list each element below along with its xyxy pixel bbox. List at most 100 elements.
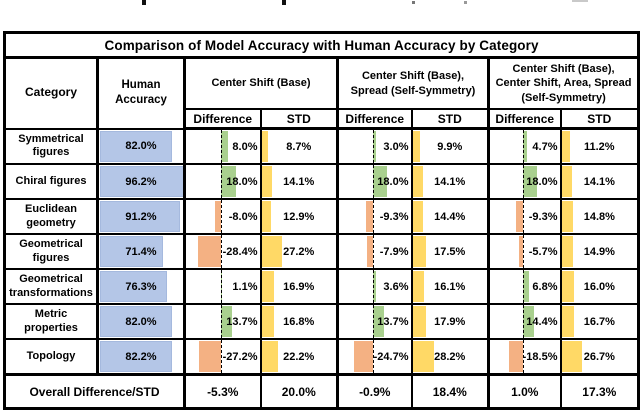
std-cell: 16.0% [559, 268, 640, 305]
header-group-spread-self-symmetry: Center Shift (Base), Spread (Self-Symmet… [336, 56, 490, 110]
std-bar [562, 201, 573, 232]
human-accuracy-cell: 82.0% [96, 127, 186, 165]
human-accuracy-value: 82.0% [125, 140, 157, 153]
difference-cell: -27.2% [183, 338, 262, 376]
header-std: STD [259, 108, 339, 130]
table-title-row: Comparison of Model Accuracy with Human … [2, 31, 640, 59]
difference-value: 6.8% [532, 280, 558, 293]
std-bar [413, 131, 420, 162]
zero-axis-line [373, 340, 375, 373]
overall-value-cell: 17.3% [559, 373, 640, 410]
caption-fragment [142, 0, 146, 5]
overall-label: Overall Difference/STD [3, 373, 186, 410]
std-value: 16.8% [283, 315, 315, 328]
std-cell: 16.8% [259, 303, 339, 340]
difference-bar [523, 271, 529, 302]
std-bar [262, 201, 272, 232]
std-cell: 14.9% [559, 233, 640, 270]
zero-axis-line [523, 130, 525, 163]
std-cell: 28.2% [410, 338, 490, 376]
category-cell: Geometrical transformations [3, 268, 99, 305]
overall-value-cell: -0.9% [336, 373, 413, 410]
difference-bar [373, 306, 385, 337]
header-difference: Difference [183, 108, 262, 130]
difference-bar [519, 236, 524, 267]
difference-cell: 13.7% [336, 303, 413, 340]
zero-axis-line [523, 236, 525, 267]
std-value: 16.1% [434, 280, 466, 293]
table-title: Comparison of Model Accuracy with Human … [2, 31, 640, 59]
std-value: 26.7% [583, 350, 615, 363]
human-accuracy-cell: 76.3% [96, 268, 186, 305]
table-row: Geometrical figures 71.4% -28.4% 27.2% -7.9%… [3, 233, 640, 270]
table-row: Metric properties 82.0% 13.7% 16.8% 13.7% 17.… [3, 303, 640, 340]
human-accuracy-value: 82.0% [125, 315, 157, 328]
zero-axis-line [373, 306, 375, 337]
difference-cell: -9.3% [336, 198, 413, 235]
human-accuracy-bar [100, 236, 164, 267]
zero-axis-line [373, 166, 375, 197]
difference-cell: 6.8% [487, 268, 562, 305]
std-value: 27.2% [283, 245, 315, 258]
std-cell: 9.9% [410, 127, 490, 165]
std-value: 12.9% [283, 210, 315, 223]
std-value: 14.8% [583, 210, 615, 223]
difference-value: -9.3% [379, 210, 409, 223]
human-accuracy-bar [100, 341, 173, 372]
difference-value: 18.0% [377, 175, 409, 188]
category-cell: Chiral figures [3, 163, 99, 200]
difference-bar [373, 271, 377, 302]
human-accuracy-value: 76.3% [125, 280, 157, 293]
std-value: 8.7% [286, 140, 312, 153]
human-accuracy-value: 91.2% [125, 210, 157, 223]
header-human-accuracy: Human Accuracy [96, 56, 186, 130]
std-cell: 14.1% [559, 163, 640, 200]
zero-axis-line [523, 166, 525, 197]
difference-bar [523, 306, 535, 337]
zero-axis-line [373, 236, 375, 267]
difference-cell: -7.9% [336, 233, 413, 270]
std-bar [562, 131, 570, 162]
std-bar [413, 306, 426, 337]
human-accuracy-bar [100, 130, 173, 162]
difference-cell: 3.0% [336, 127, 413, 165]
std-value: 14.4% [434, 210, 466, 223]
std-cell: 26.7% [559, 338, 640, 376]
std-cell: 14.1% [410, 163, 490, 200]
category-cell: Symmetrical figures [3, 127, 99, 165]
human-accuracy-cell: 82.2% [96, 338, 186, 376]
zero-axis-line [373, 130, 375, 163]
std-bar [413, 341, 434, 372]
std-cell: 14.4% [410, 198, 490, 235]
std-value: 16.9% [283, 280, 315, 293]
comparison-table: Comparison of Model Accuracy with Human … [2, 31, 640, 410]
difference-bar [516, 201, 524, 232]
std-bar [562, 271, 574, 302]
header-group-center-shift-area-spread: Center Shift (Base), Center Shift, Area,… [486, 56, 640, 110]
std-value: 14.1% [583, 175, 615, 188]
table-row: Symmetrical figures 82.0% 8.0% 8.7% 3.0% 9.9%… [3, 127, 640, 165]
zero-axis-line [221, 306, 223, 337]
difference-value: 3.6% [383, 280, 409, 293]
std-bar [413, 236, 426, 267]
header-std: STD [410, 108, 490, 130]
std-value: 17.5% [434, 245, 466, 258]
caption-fragment [282, 0, 286, 5]
difference-bar [199, 341, 222, 372]
difference-cell: 3.6% [336, 268, 413, 305]
overall-value-cell: 18.4% [410, 373, 490, 410]
zero-axis-line [523, 271, 525, 302]
difference-value: -9.3% [528, 210, 558, 223]
difference-value: -5.7% [528, 245, 558, 258]
difference-value: 13.7% [377, 315, 409, 328]
overall-value-cell: 1.0% [487, 373, 562, 410]
std-value: 14.1% [434, 175, 466, 188]
difference-value: 14.4% [526, 315, 558, 328]
zero-axis-line [221, 340, 223, 373]
std-cell: 16.1% [410, 268, 490, 305]
human-accuracy-cell: 96.2% [96, 163, 186, 200]
difference-cell: -18.5% [487, 338, 562, 376]
human-accuracy-bar [100, 201, 181, 232]
std-bar [262, 236, 282, 267]
